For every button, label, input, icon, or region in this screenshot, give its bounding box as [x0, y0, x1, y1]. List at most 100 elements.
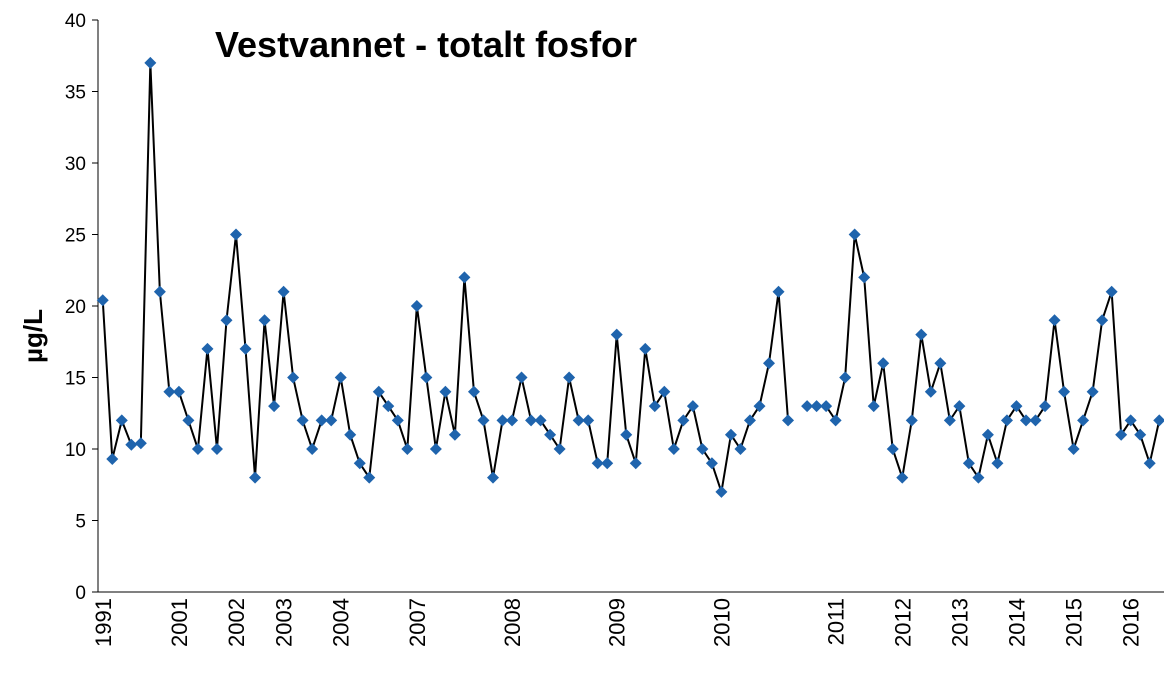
- x-tick-label: 2013: [947, 598, 972, 647]
- data-point: [1048, 314, 1061, 327]
- data-point: [506, 414, 519, 427]
- data-point: [515, 371, 528, 384]
- data-point: [648, 400, 661, 413]
- data-point: [1019, 414, 1032, 427]
- data-point: [953, 400, 966, 413]
- data-point: [287, 371, 300, 384]
- data-point: [858, 271, 871, 284]
- data-point: [172, 385, 185, 398]
- data-point: [1124, 414, 1137, 427]
- data-point: [230, 228, 243, 241]
- y-tick-label: 5: [75, 512, 86, 533]
- data-point: [724, 428, 737, 441]
- data-point: [810, 400, 823, 413]
- data-point: [210, 443, 223, 455]
- data-point: [553, 443, 566, 455]
- data-point: [696, 443, 709, 455]
- data-point: [201, 342, 214, 355]
- data-point: [525, 414, 538, 427]
- data-point: [410, 300, 423, 312]
- data-point: [915, 328, 928, 341]
- data-point: [477, 414, 490, 427]
- data-point: [667, 443, 680, 455]
- data-point: [715, 485, 728, 498]
- data-point: [115, 414, 128, 427]
- data-point: [134, 437, 147, 450]
- data-point: [239, 342, 252, 355]
- y-tick-label: 35: [65, 83, 86, 104]
- x-tick-label: 2003: [272, 598, 297, 647]
- x-tick-label: 2011: [824, 598, 849, 645]
- data-point: [1067, 443, 1080, 455]
- data-point: [353, 457, 366, 470]
- data-point: [306, 443, 319, 455]
- x-tick-label: 2014: [1004, 598, 1029, 647]
- y-tick-label: 25: [65, 226, 86, 247]
- data-point: [877, 357, 890, 370]
- data-point: [582, 414, 595, 427]
- data-point: [391, 414, 404, 427]
- data-point: [610, 328, 623, 341]
- data-point: [705, 457, 718, 470]
- data-point: [924, 385, 937, 398]
- data-point: [981, 428, 994, 441]
- x-tick-label: 2016: [1119, 598, 1144, 647]
- x-tick-label: 2009: [605, 598, 630, 647]
- data-point: [734, 443, 747, 455]
- data-point: [591, 457, 604, 470]
- data-point: [753, 400, 766, 413]
- data-point: [620, 428, 633, 441]
- y-tick-label: 10: [65, 440, 86, 461]
- data-point: [629, 457, 642, 470]
- data-point: [1105, 285, 1118, 298]
- data-point: [801, 400, 814, 413]
- y-tick-label: 0: [75, 583, 86, 604]
- data-point: [534, 414, 547, 427]
- data-point: [220, 314, 233, 327]
- data-point: [268, 400, 281, 413]
- x-tick-label: 2007: [405, 598, 430, 647]
- data-point: [249, 471, 262, 484]
- data-point: [153, 285, 166, 298]
- data-point: [886, 443, 899, 455]
- data-point: [372, 385, 385, 398]
- data-point: [772, 285, 785, 298]
- data-point: [848, 228, 861, 241]
- data-point: [258, 314, 271, 327]
- series-line: [101, 62, 1161, 493]
- data-point: [1096, 314, 1109, 327]
- data-point: [315, 414, 328, 427]
- data-point: [934, 357, 947, 370]
- y-tick-label: 30: [65, 154, 86, 175]
- x-tick-label: 2010: [709, 598, 734, 647]
- data-point: [496, 414, 509, 427]
- data-point: [277, 285, 290, 298]
- data-point: [1115, 428, 1128, 441]
- data-point: [125, 438, 138, 451]
- data-point: [296, 414, 309, 427]
- data-point: [191, 443, 204, 455]
- data-point: [96, 294, 109, 307]
- x-tick-label: 2015: [1062, 598, 1087, 647]
- data-point: [182, 414, 195, 427]
- data-point: [991, 457, 1004, 470]
- data-point: [896, 471, 909, 484]
- data-point: [686, 400, 699, 413]
- data-point: [972, 471, 985, 484]
- data-point: [163, 385, 176, 398]
- chart-title: Vestvannet - totalt fosfor: [215, 24, 637, 65]
- data-point: [782, 414, 795, 427]
- data-point: [1077, 414, 1090, 427]
- data-point: [601, 457, 614, 470]
- data-point: [363, 471, 376, 484]
- data-point: [467, 385, 480, 398]
- data-point: [829, 414, 842, 427]
- data-point: [820, 400, 833, 413]
- data-point: [1134, 428, 1147, 441]
- x-tick-label: 2012: [890, 598, 915, 647]
- data-point: [763, 357, 776, 370]
- data-point: [563, 371, 576, 384]
- x-tick-label: 1991: [91, 598, 116, 647]
- x-tick-label: 2001: [167, 598, 192, 647]
